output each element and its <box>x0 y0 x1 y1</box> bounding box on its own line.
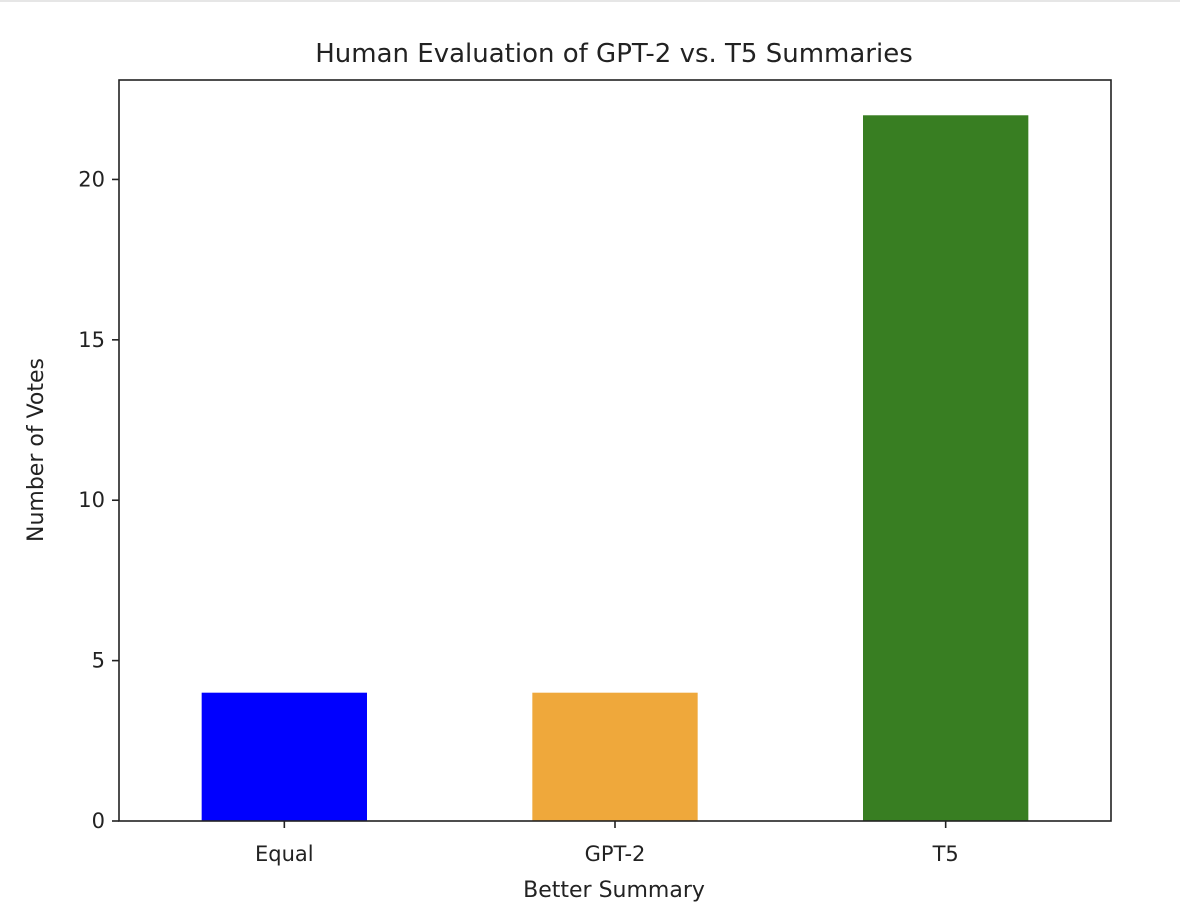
x-axis-ticks: Equal GPT-2 T5 <box>255 821 959 866</box>
bar-gpt-2 <box>532 692 698 821</box>
x-tick-label: Equal <box>255 842 314 866</box>
x-axis-label: Better Summary <box>523 878 705 903</box>
x-tick-label: T5 <box>932 842 959 866</box>
bar-t5 <box>863 115 1029 822</box>
y-axis-label: Number of Votes <box>24 358 49 542</box>
y-tick-label: 20 <box>78 167 105 191</box>
bars-layer <box>201 115 1029 822</box>
top-border <box>0 0 1180 2</box>
x-tick-label: GPT-2 <box>585 842 646 866</box>
y-tick-label: 15 <box>78 328 105 352</box>
y-tick-label: 0 <box>92 809 105 833</box>
y-axis-ticks: 0 5 10 15 20 <box>78 167 119 833</box>
bar-equal <box>201 692 367 821</box>
y-tick-label: 10 <box>78 488 105 512</box>
y-tick-label: 5 <box>92 649 105 673</box>
chart-title: Human Evaluation of GPT-2 vs. T5 Summari… <box>315 39 913 69</box>
